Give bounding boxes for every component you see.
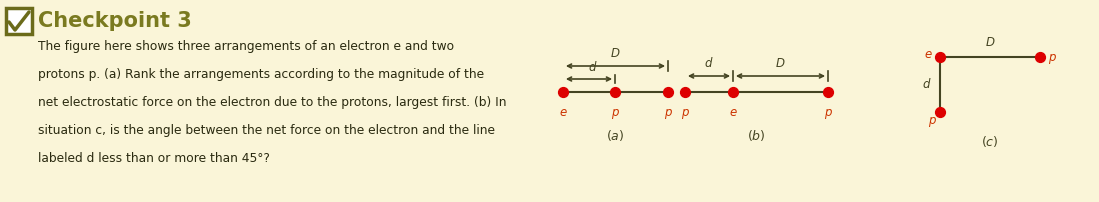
- Text: $D$: $D$: [610, 47, 621, 60]
- Text: $d$: $d$: [922, 78, 932, 92]
- Text: p: p: [664, 106, 671, 119]
- Text: $D$: $D$: [985, 36, 996, 49]
- Text: p: p: [929, 114, 936, 127]
- Text: e: e: [924, 47, 932, 61]
- Text: p: p: [611, 106, 619, 119]
- Text: $D$: $D$: [775, 57, 786, 70]
- Text: protons p. (a) Rank the arrangements according to the magnitude of the: protons p. (a) Rank the arrangements acc…: [38, 68, 485, 81]
- Point: [1031, 55, 1048, 59]
- Bar: [5, 8, 32, 34]
- Text: situation c, is the angle between the net force on the electron and the line: situation c, is the angle between the ne…: [38, 124, 495, 137]
- Text: Checkpoint 3: Checkpoint 3: [38, 11, 191, 31]
- Point: [659, 90, 677, 94]
- Text: labeled d less than or more than 45°?: labeled d less than or more than 45°?: [38, 152, 270, 165]
- Point: [819, 90, 836, 94]
- Point: [931, 110, 948, 114]
- Text: $d$: $d$: [704, 56, 713, 70]
- Text: $d$: $d$: [588, 60, 598, 74]
- Text: The figure here shows three arrangements of an electron e and two: The figure here shows three arrangements…: [38, 40, 454, 53]
- Text: $(a)$: $(a)$: [607, 128, 624, 143]
- Text: p: p: [1048, 50, 1055, 63]
- Text: e: e: [730, 106, 736, 119]
- Point: [724, 90, 742, 94]
- Text: net electrostatic force on the electron due to the protons, largest first. (b) I: net electrostatic force on the electron …: [38, 96, 507, 109]
- Point: [554, 90, 571, 94]
- Text: $(c)$: $(c)$: [981, 134, 999, 149]
- Point: [607, 90, 624, 94]
- Point: [931, 55, 948, 59]
- Point: [676, 90, 693, 94]
- Text: e: e: [559, 106, 567, 119]
- Text: p: p: [824, 106, 832, 119]
- Text: $(b)$: $(b)$: [747, 128, 766, 143]
- Text: p: p: [681, 106, 689, 119]
